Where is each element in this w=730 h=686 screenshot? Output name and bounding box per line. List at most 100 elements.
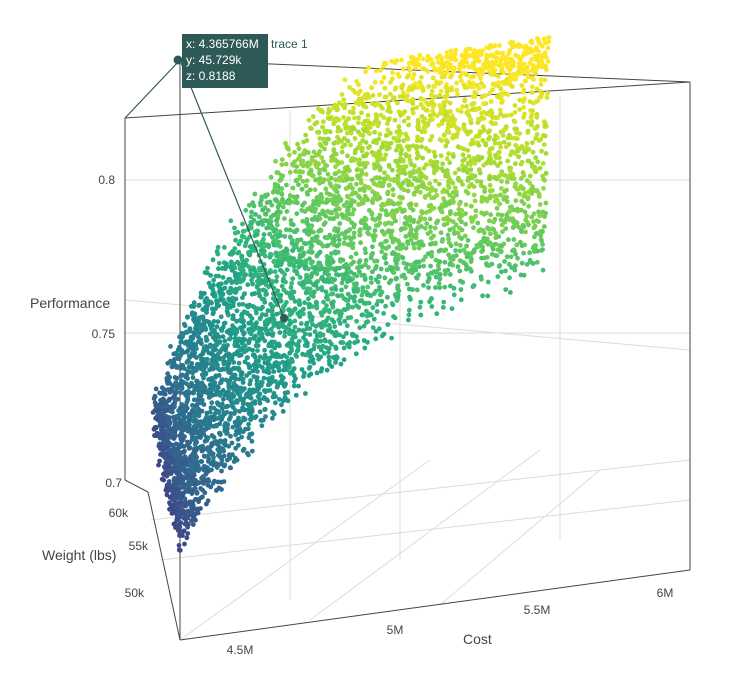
data-point[interactable]: [446, 151, 452, 157]
data-point[interactable]: [329, 291, 334, 297]
data-point[interactable]: [531, 100, 536, 106]
data-point[interactable]: [390, 96, 396, 102]
data-point[interactable]: [196, 413, 202, 419]
data-point[interactable]: [339, 149, 345, 155]
data-point[interactable]: [522, 61, 527, 67]
data-point[interactable]: [294, 164, 300, 170]
data-point[interactable]: [359, 148, 365, 154]
data-point[interactable]: [410, 207, 416, 213]
data-point[interactable]: [417, 52, 423, 58]
data-point[interactable]: [354, 167, 360, 173]
data-point[interactable]: [385, 127, 391, 133]
data-point[interactable]: [290, 185, 296, 191]
data-point[interactable]: [510, 225, 516, 230]
data-point[interactable]: [337, 221, 343, 226]
data-point[interactable]: [329, 158, 334, 164]
data-point[interactable]: [517, 191, 522, 197]
data-point[interactable]: [516, 154, 522, 160]
data-point[interactable]: [269, 365, 275, 370]
data-point[interactable]: [315, 339, 321, 344]
data-point[interactable]: [191, 390, 196, 396]
data-point[interactable]: [254, 338, 260, 344]
data-point[interactable]: [268, 174, 274, 180]
data-point[interactable]: [153, 386, 159, 392]
data-point[interactable]: [254, 310, 259, 316]
data-point[interactable]: [205, 479, 211, 484]
data-point[interactable]: [189, 491, 195, 496]
data-point[interactable]: [486, 136, 491, 142]
data-point[interactable]: [425, 58, 430, 63]
data-point[interactable]: [536, 138, 542, 143]
data-point[interactable]: [305, 191, 311, 197]
data-point[interactable]: [377, 175, 382, 181]
data-point[interactable]: [218, 432, 223, 437]
data-point[interactable]: [314, 271, 320, 277]
data-point[interactable]: [526, 147, 532, 152]
data-point[interactable]: [413, 267, 419, 273]
data-point[interactable]: [334, 203, 340, 208]
data-point[interactable]: [226, 312, 231, 318]
data-point[interactable]: [511, 237, 517, 242]
data-point[interactable]: [379, 145, 384, 151]
data-point[interactable]: [310, 217, 316, 222]
data-point[interactable]: [515, 136, 520, 142]
data-point[interactable]: [447, 192, 453, 198]
data-point[interactable]: [280, 359, 286, 365]
data-point[interactable]: [513, 251, 518, 257]
data-point[interactable]: [436, 181, 442, 187]
data-point[interactable]: [457, 66, 462, 72]
data-point[interactable]: [392, 87, 398, 92]
data-point[interactable]: [262, 407, 268, 412]
data-point[interactable]: [286, 327, 292, 332]
data-point[interactable]: [429, 92, 434, 98]
data-point[interactable]: [411, 143, 416, 149]
data-point[interactable]: [284, 209, 290, 214]
data-point[interactable]: [512, 267, 518, 273]
data-point[interactable]: [483, 142, 489, 148]
data-point[interactable]: [300, 163, 306, 169]
data-point[interactable]: [222, 266, 228, 272]
data-point[interactable]: [233, 331, 238, 337]
data-point[interactable]: [428, 224, 433, 230]
data-point[interactable]: [317, 136, 323, 141]
data-point[interactable]: [329, 341, 334, 347]
data-point[interactable]: [213, 374, 218, 380]
data-point[interactable]: [478, 179, 484, 185]
data-point[interactable]: [507, 168, 513, 174]
data-point[interactable]: [193, 517, 198, 523]
data-point[interactable]: [350, 110, 356, 115]
data-point[interactable]: [442, 284, 448, 290]
data-point[interactable]: [360, 285, 366, 290]
data-point[interactable]: [228, 331, 234, 337]
data-point[interactable]: [430, 270, 435, 276]
data-point[interactable]: [410, 106, 415, 112]
data-point[interactable]: [419, 174, 425, 180]
data-point[interactable]: [248, 267, 253, 273]
data-point[interactable]: [151, 426, 157, 432]
data-point[interactable]: [311, 229, 316, 235]
data-point[interactable]: [535, 159, 541, 165]
data-point[interactable]: [219, 406, 225, 411]
data-point[interactable]: [284, 182, 289, 188]
data-point[interactable]: [417, 304, 423, 310]
data-point[interactable]: [363, 320, 369, 325]
data-point[interactable]: [394, 261, 399, 266]
data-point[interactable]: [473, 208, 479, 214]
data-point[interactable]: [463, 202, 469, 208]
data-point[interactable]: [414, 57, 419, 63]
data-point[interactable]: [158, 391, 164, 396]
data-point[interactable]: [438, 107, 444, 112]
data-point[interactable]: [510, 44, 516, 50]
data-point[interactable]: [293, 392, 299, 398]
data-point[interactable]: [429, 88, 435, 94]
data-point[interactable]: [223, 347, 228, 353]
data-point[interactable]: [198, 506, 203, 511]
data-point[interactable]: [287, 312, 293, 318]
data-point[interactable]: [471, 192, 477, 198]
data-point[interactable]: [394, 298, 400, 303]
data-point[interactable]: [280, 409, 286, 414]
data-point[interactable]: [379, 333, 385, 339]
data-point[interactable]: [227, 336, 232, 342]
data-point[interactable]: [502, 56, 508, 62]
data-point[interactable]: [219, 468, 224, 474]
